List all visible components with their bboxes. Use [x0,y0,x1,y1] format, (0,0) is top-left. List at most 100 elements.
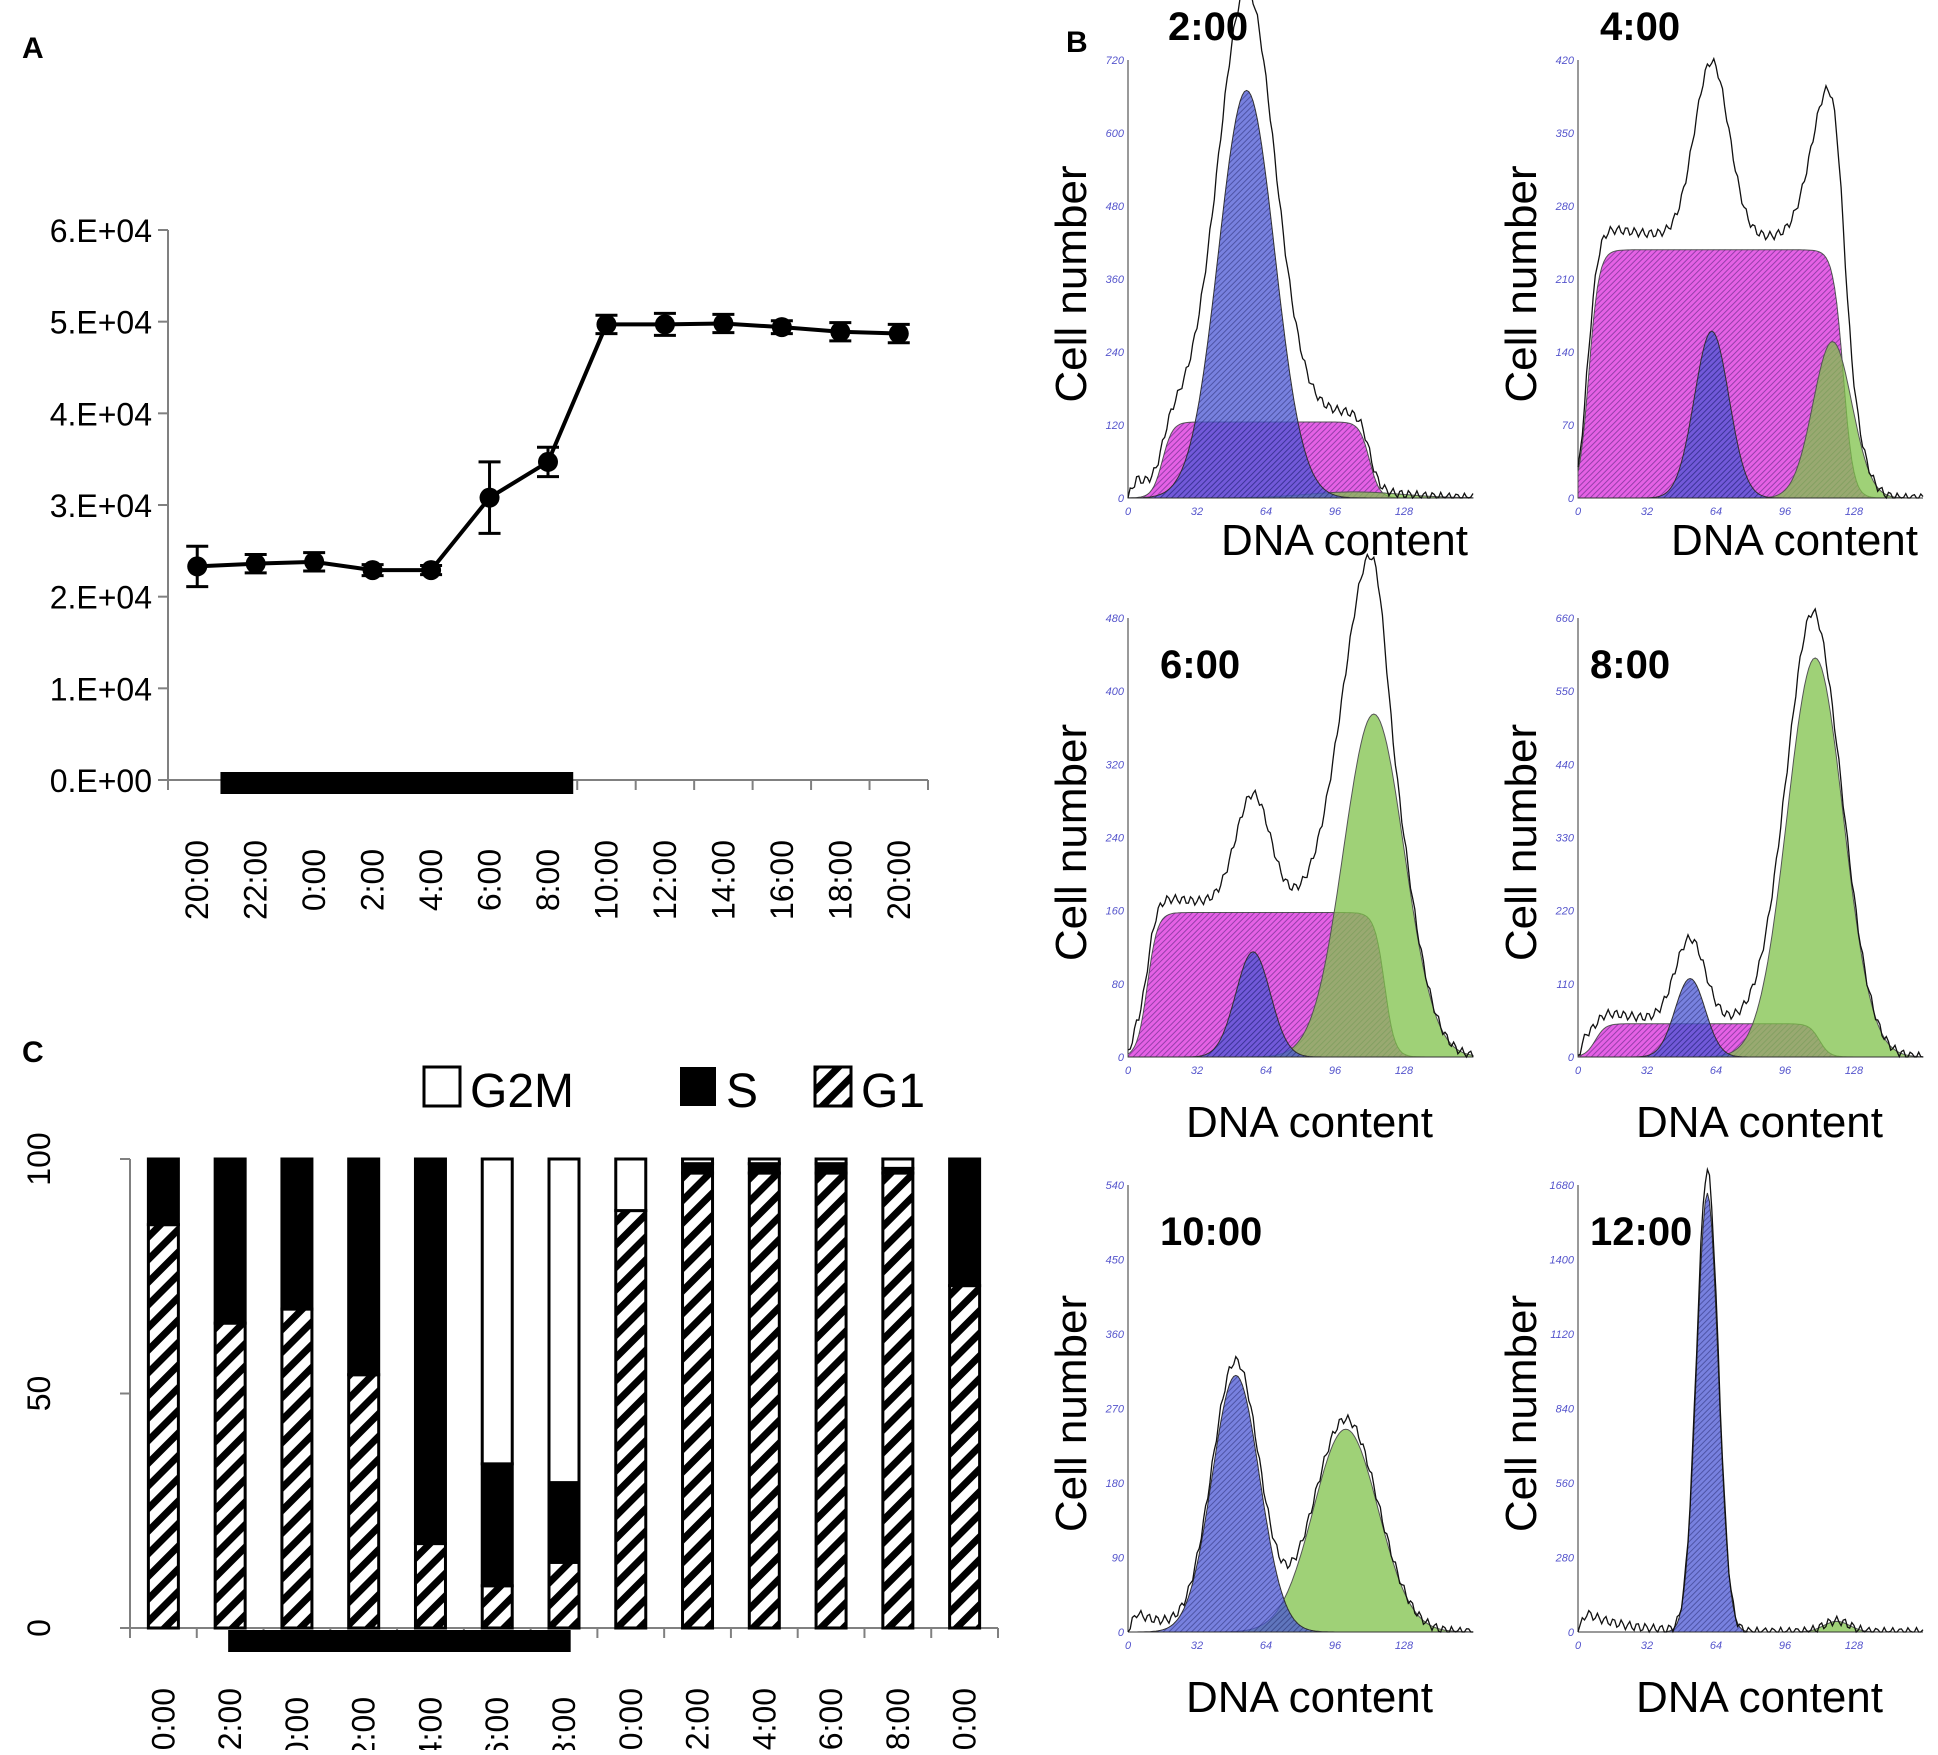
chart-c-bar-s [948,1157,982,1288]
histogram-3: 0 80 160 240 320 400 480 0 32 64 96 128 6:00 Cell num… [1047,552,1474,1147]
chart-c-y-tick-label: 50 [21,1376,57,1412]
histogram-x-tick-label: 96 [1779,1065,1792,1077]
chart-c-x-tick-label: 0:00 [279,1697,315,1750]
histogram-time-label: 6:00 [1160,643,1240,687]
histogram-x-tick-label: 128 [1395,506,1414,518]
histogram-y-tick-label: 840 [1556,1404,1575,1416]
panel-label-a: A [22,32,44,65]
histogram-envelope-line [1127,1355,1473,1633]
chart-c-x-tick-label: 14:00 [746,1688,782,1750]
histogram-y-tick-label: 1680 [1550,1180,1575,1192]
histogram-x-tick-label: 64 [1260,1065,1272,1077]
histogram-g1-hatch [1128,90,1473,499]
chart-c-bar-s [480,1462,514,1588]
histogram-x-tick-label: 0 [1575,1640,1582,1652]
histogram-y-tick-label: 440 [1556,759,1575,771]
histogram-x-tick-label: 128 [1845,1640,1864,1652]
chart-a-x-tick-label: 22:00 [238,840,274,920]
chart-c-bar-s [280,1157,314,1311]
histogram-y-title: Cell number [1047,1295,1096,1532]
chart-c-bar-g2m [547,1157,581,1485]
histogram-x-title: DNA content [1186,1098,1433,1147]
chart-c-bar-g1 [948,1284,982,1630]
histogram-y-tick-label: 1400 [1550,1255,1575,1267]
histogram-x-tick-label: 128 [1845,506,1864,518]
chart-a-point [187,556,208,577]
histogram-y-tick-label: 400 [1106,686,1125,698]
chart-a-point [888,323,909,344]
chart-c-bar-g1 [547,1560,581,1630]
chart-c-x-tick-label: 18:00 [880,1688,916,1750]
chart-c-legend: G2M S G1 [422,1065,925,1118]
histogram-time-label: 8:00 [1590,643,1670,687]
histogram-x-tick-label: 32 [1191,506,1203,518]
chart-c-bar-g1 [146,1223,180,1630]
legend-label-s: S [726,1065,758,1118]
histogram-g1-hatch [1128,1375,1473,1632]
histogram-y-tick-label: 320 [1106,759,1125,771]
histogram-y-tick-label: 720 [1106,55,1125,67]
chart-a-x-tick-label: 20:00 [881,840,917,920]
histogram-time-label: 12:00 [1590,1210,1692,1254]
chart-a-point [538,451,558,472]
chart-c-bar-g1 [413,1542,447,1630]
chart-c-bar-g1 [347,1373,381,1630]
chart-c-x-tick-label: 22:00 [212,1688,248,1750]
chart-a-point [596,314,617,335]
histogram-y-title: Cell number [1047,724,1096,961]
histogram-x-title: DNA content [1671,516,1918,565]
histogram-y-title: Cell number [1497,1295,1546,1532]
chart-a-y-tick-label: 0.E+00 [50,763,152,799]
legend-swatch-s [680,1067,716,1106]
chart-c-y-tick-label: 0 [21,1619,57,1637]
chart-c-bar-g1 [213,1321,247,1630]
chart-a-x-tick-label: 6:00 [472,849,508,911]
chart-a-point [479,487,500,508]
histogram-4: 0 110 220 330 440 550 660 0 32 64 96 128 8:00 Cell nu… [1497,607,1924,1147]
chart-a-point [304,551,325,572]
chart-a-point [362,560,383,581]
histogram-y-tick-label: 540 [1106,1180,1125,1192]
histogram-y-tick-label: 0 [1118,493,1125,505]
histogram-x-title: DNA content [1636,1098,1883,1147]
histogram-x-tick-label: 64 [1710,1065,1722,1077]
histogram-x-tick-label: 96 [1779,506,1792,518]
histogram-x-tick-label: 0 [1125,1640,1132,1652]
histogram-y-title: Cell number [1497,165,1546,402]
histogram-y-tick-label: 80 [1112,979,1125,991]
histogram-y-tick-label: 0 [1568,1627,1575,1639]
chart-a-x-tick-label: 12:00 [647,840,683,920]
histogram-y-tick-label: 160 [1106,906,1125,918]
chart-c-bar-s [146,1157,180,1227]
histogram-x-tick-label: 64 [1710,506,1722,518]
histogram-y-tick-label: 480 [1106,613,1125,625]
histogram-x-title: DNA content [1221,516,1468,565]
chart-c-bar-g1 [747,1171,781,1630]
chart-c-bar-g1 [814,1171,848,1630]
chart-a-x-tick-label: 2:00 [355,849,391,911]
chart-c-bar-g1 [681,1171,715,1630]
chart-a-point [654,314,675,335]
histogram-y-tick-label: 480 [1106,201,1125,213]
chart-c-bar-g1 [614,1209,648,1630]
chart-a-line: 0.E+00 1.E+04 2.E+04 3.E+04 4.E+04 5.E+04 6.E+… [50,213,929,920]
chart-c-x-tick-label: 20:00 [145,1688,181,1750]
chart-a-x-tick-label: 18:00 [822,840,858,920]
chart-c-x-tick-label: 4:00 [412,1697,448,1750]
histogram-x-tick-label: 32 [1641,1065,1653,1077]
histogram-x-tick-label: 32 [1191,1640,1203,1652]
histogram-y-tick-label: 0 [1118,1627,1125,1639]
histogram-g1-area [1578,1192,1923,1633]
chart-a-dark-period-bar [220,772,574,794]
histogram-y-tick-label: 210 [1555,274,1575,286]
chart-a-point [771,317,792,338]
chart-c-bar-s [413,1157,447,1546]
histogram-x-tick-label: 0 [1575,506,1582,518]
chart-c-bar-g1 [280,1307,314,1630]
chart-c-bar-g2m [747,1157,781,1166]
histogram-s-phase-hatch [1578,249,1923,498]
histogram-g1-area [1128,951,1473,1058]
chart-b-histograms: 0 120 240 360 480 600 720 0 32 64 96 128 2:00 Cell nu… [1047,0,1924,1722]
histogram-y-tick-label: 450 [1106,1255,1125,1267]
histogram-y-tick-label: 360 [1106,274,1125,286]
